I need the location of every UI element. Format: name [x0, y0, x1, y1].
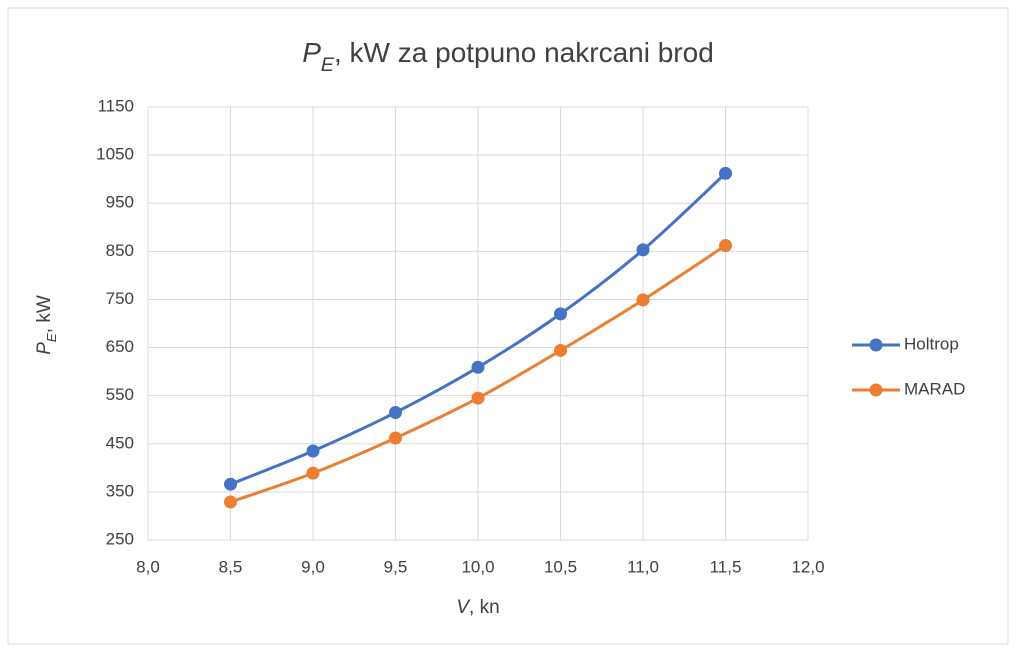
- data-point: [554, 343, 567, 357]
- x-tick-label: 9,5: [384, 557, 408, 576]
- y-tick-label: 650: [106, 337, 134, 356]
- x-axis-label: V, kn: [456, 597, 499, 618]
- chart-border: [7, 7, 1009, 645]
- legend-marker: [869, 338, 883, 352]
- y-tick-label: 750: [106, 289, 134, 308]
- legend-label: Holtrop: [904, 334, 959, 353]
- data-point: [306, 466, 320, 480]
- x-tick-label: 11,0: [627, 557, 659, 576]
- data-point: [471, 360, 485, 374]
- y-tick-label: 350: [106, 481, 134, 500]
- data-point: [636, 293, 650, 307]
- data-point: [306, 444, 320, 458]
- x-tick-label: 10,5: [544, 557, 577, 576]
- data-point: [389, 431, 402, 445]
- x-tick-label: 9,0: [301, 557, 325, 576]
- x-tick-label: 8,5: [219, 557, 243, 576]
- x-tick-label: 10,0: [461, 557, 494, 576]
- data-point: [554, 307, 567, 321]
- y-tick-label: 250: [106, 529, 134, 548]
- data-point: [224, 495, 237, 509]
- data-point: [471, 391, 485, 405]
- data-point: [636, 243, 650, 257]
- data-point: [719, 239, 732, 253]
- x-tick-label: 11,5: [710, 557, 742, 576]
- legend-label: MARAD: [904, 379, 965, 398]
- legend-marker: [869, 383, 883, 397]
- x-tick-label: 12,0: [791, 557, 824, 576]
- y-tick-label: 550: [106, 385, 134, 404]
- y-axis-label: PE, kW: [34, 295, 59, 355]
- y-tick-label: 850: [106, 241, 134, 260]
- data-point: [389, 406, 402, 420]
- x-tick-label: 8,0: [136, 557, 160, 576]
- chart-title: PE, kW za potpuno nakrcani brod: [302, 37, 714, 76]
- data-point: [224, 477, 237, 491]
- y-tick-label: 450: [106, 433, 134, 452]
- data-point: [719, 166, 732, 180]
- y-tick-label: 950: [106, 193, 134, 212]
- y-tick-label: 1150: [97, 96, 134, 115]
- y-tick-label: 1050: [96, 145, 134, 164]
